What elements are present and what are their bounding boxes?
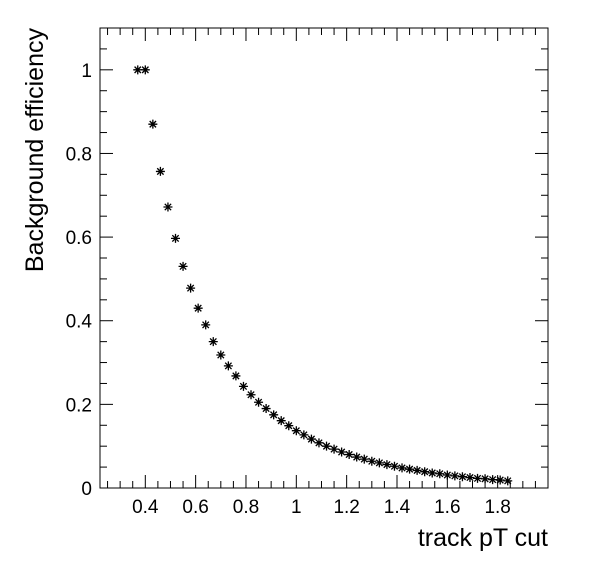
data-point [435, 469, 445, 479]
data-point [133, 65, 143, 75]
data-point [420, 467, 430, 477]
data-point [231, 371, 241, 381]
data-point [473, 473, 483, 483]
x-tick-label: 0.8 [233, 497, 259, 518]
data-point [171, 233, 181, 243]
data-point [178, 261, 188, 271]
data-point [495, 475, 505, 485]
x-tick-label: 1 [291, 497, 302, 518]
data-point [193, 303, 203, 313]
x-tick-label: 1.8 [484, 497, 510, 518]
y-axis-tick-labels: 0 0.2 0.4 0.6 0.8 1 [66, 61, 93, 500]
data-point [186, 283, 196, 293]
data-point [480, 474, 490, 484]
plot-area-border [99, 27, 549, 489]
data-point [405, 464, 415, 474]
data-point [412, 465, 422, 475]
data-point [465, 473, 475, 483]
data-point [322, 441, 332, 451]
data-point [155, 166, 165, 176]
data-point [291, 426, 301, 436]
data-points [133, 65, 513, 486]
data-point [284, 421, 294, 431]
data-point [246, 390, 256, 400]
data-point [148, 119, 158, 129]
data-point [254, 397, 264, 407]
data-point [457, 472, 467, 482]
data-point [450, 471, 460, 481]
data-point [163, 202, 173, 212]
y-tick-label: 0.2 [66, 395, 92, 416]
data-point [216, 350, 226, 360]
y-tick-label: 1 [81, 61, 92, 82]
data-point [397, 463, 407, 473]
x-tick-label: 1.2 [333, 497, 359, 518]
x-tick-label: 0.6 [182, 497, 208, 518]
data-point [352, 452, 362, 462]
y-axis-title: Background efficiency [21, 28, 49, 273]
data-point [488, 475, 498, 485]
x-axis-title: track pT cut [418, 524, 548, 552]
y-tick-label: 0 [81, 479, 92, 500]
data-point [442, 470, 452, 480]
data-point [367, 456, 377, 466]
axis-ticks [100, 27, 549, 489]
data-point [427, 468, 437, 478]
plot-frame [99, 27, 549, 489]
data-point [382, 460, 392, 470]
data-point [269, 410, 279, 420]
data-point [306, 434, 316, 444]
data-point [276, 416, 286, 426]
data-point [344, 450, 354, 460]
data-point [389, 461, 399, 471]
data-point [238, 381, 248, 391]
x-axis-tick-labels: 0.4 0.6 0.8 1 1.2 1.4 1.6 1.8 [132, 497, 511, 518]
x-tick-label: 1.4 [384, 497, 411, 518]
data-point [359, 454, 369, 464]
data-point [261, 404, 271, 414]
data-point [299, 430, 309, 440]
y-tick-label: 0.4 [66, 312, 93, 333]
data-point [223, 361, 233, 371]
y-tick-label: 0.6 [66, 228, 92, 249]
data-point [503, 476, 513, 486]
data-point [140, 65, 150, 75]
data-point [208, 337, 218, 347]
data-point [374, 458, 384, 468]
data-point [314, 438, 324, 448]
data-point [329, 444, 339, 454]
data-point [337, 447, 347, 457]
data-point [201, 320, 211, 330]
x-tick-label: 1.6 [434, 497, 460, 518]
x-tick-label: 0.4 [132, 497, 159, 518]
y-tick-label: 0.8 [66, 144, 92, 165]
